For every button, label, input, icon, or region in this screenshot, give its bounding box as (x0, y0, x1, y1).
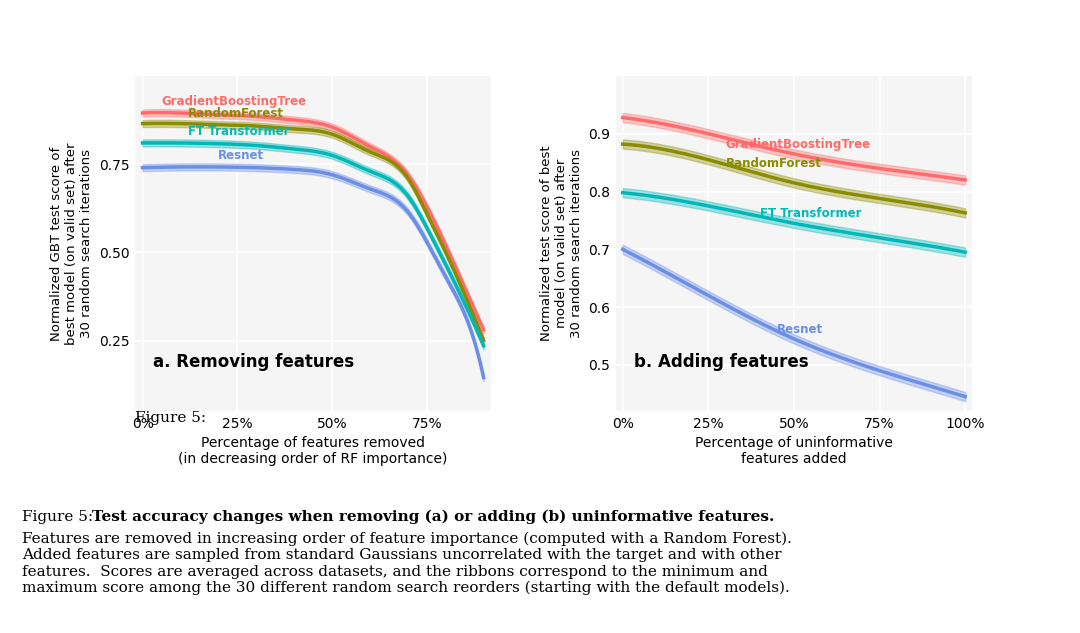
Text: a. Removing features: a. Removing features (152, 353, 354, 371)
Text: GradientBoostingTree: GradientBoostingTree (162, 95, 307, 108)
Text: Figure 5:: Figure 5: (22, 510, 103, 523)
Y-axis label: Normalized test score of best
model (on valid set) after
30 random search iterat: Normalized test score of best model (on … (540, 146, 583, 341)
Text: FT Transformer: FT Transformer (759, 208, 861, 220)
Y-axis label: Normalized GBT test score of
best model (on valid set) after
30 random search it: Normalized GBT test score of best model … (51, 142, 93, 345)
X-axis label: Percentage of features removed
(in decreasing order of RF importance): Percentage of features removed (in decre… (178, 436, 448, 467)
Text: GradientBoostingTree: GradientBoostingTree (726, 138, 870, 151)
Text: b. Adding features: b. Adding features (634, 353, 808, 371)
Text: Resnet: Resnet (777, 323, 823, 336)
Text: Test accuracy changes when removing (a) or adding (b) uninformative features.: Test accuracy changes when removing (a) … (92, 510, 774, 524)
Text: Features are removed in increasing order of feature importance (computed with a : Features are removed in increasing order… (22, 532, 792, 595)
Text: FT Transformer: FT Transformer (188, 125, 289, 138)
Text: RandomForest: RandomForest (726, 156, 822, 170)
Text: Figure 5:: Figure 5: (135, 411, 216, 425)
Text: Resnet: Resnet (218, 149, 265, 163)
X-axis label: Percentage of uninformative
features added: Percentage of uninformative features add… (694, 436, 893, 467)
Text: RandomForest: RandomForest (188, 107, 284, 120)
